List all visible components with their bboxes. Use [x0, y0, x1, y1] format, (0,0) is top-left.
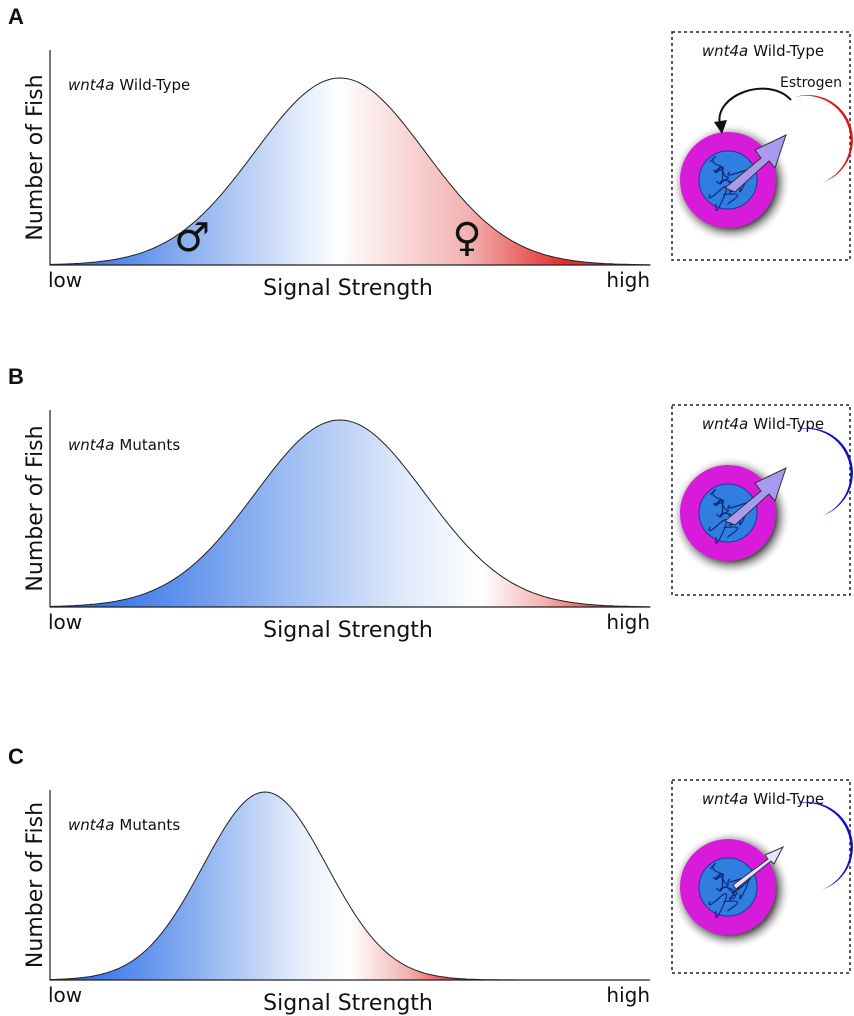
low-label: low — [48, 610, 82, 634]
curve-label: wnt4a Wild-Type — [68, 76, 190, 94]
x-axis-label: Signal Strength — [263, 276, 433, 301]
feedback-arrow — [718, 87, 792, 126]
genotype: Wild-Type — [119, 76, 190, 94]
gene-name: wnt4a — [702, 790, 748, 808]
inset-title: wnt4a Wild-Type — [702, 790, 824, 808]
signal-arrow — [724, 134, 787, 193]
panel-letter: A — [8, 4, 24, 29]
cell-nucleus — [698, 150, 758, 210]
hormone-label: Estrogen — [780, 75, 842, 91]
hormone-crescent — [795, 428, 853, 516]
low-label: low — [48, 268, 82, 292]
high-label: high — [606, 610, 650, 634]
inset-box — [671, 31, 851, 261]
high-label: high — [606, 268, 650, 292]
gene-name: wnt4a — [68, 76, 114, 94]
genotype: Mutants — [119, 436, 180, 454]
panel-letter: B — [8, 364, 24, 389]
high-label: high — [606, 983, 650, 1007]
y-axis-label: Number of Fish — [23, 74, 48, 240]
x-axis-label: Signal Strength — [263, 991, 433, 1016]
distribution-curve — [49, 77, 651, 266]
curve-label: wnt4a Mutants — [68, 436, 180, 454]
hormone-crescent — [795, 802, 853, 890]
inset-title: wnt4a Wild-Type — [702, 415, 824, 433]
genotype: Wild-Type — [753, 790, 824, 808]
y-axis-label: Number of Fish — [23, 802, 48, 968]
curve-label: wnt4a Mutants — [68, 816, 180, 834]
gene-name: wnt4a — [68, 816, 114, 834]
cell-nucleus — [698, 857, 758, 917]
x-axis-label: Signal Strength — [263, 618, 433, 643]
gene-name: wnt4a — [68, 436, 114, 454]
genotype: Wild-Type — [753, 415, 824, 433]
panel-letter: C — [8, 744, 24, 769]
gene-name: wnt4a — [702, 42, 748, 60]
arrow-head — [714, 120, 727, 134]
inset-box — [671, 404, 851, 596]
female-symbol: ♀ — [452, 215, 481, 261]
signal-arrow — [732, 845, 785, 890]
male-symbol: ♂ — [174, 215, 210, 261]
signal-arrow — [724, 467, 787, 526]
cell-nucleus — [698, 483, 758, 543]
hormone-crescent — [795, 95, 853, 183]
y-axis-label: Number of Fish — [23, 425, 48, 591]
inset-title: wnt4a Wild-Type — [702, 42, 824, 60]
genotype: Mutants — [119, 816, 180, 834]
distribution-curve — [49, 419, 651, 608]
genotype: Wild-Type — [753, 42, 824, 60]
low-label: low — [48, 983, 82, 1007]
gene-name: wnt4a — [702, 415, 748, 433]
